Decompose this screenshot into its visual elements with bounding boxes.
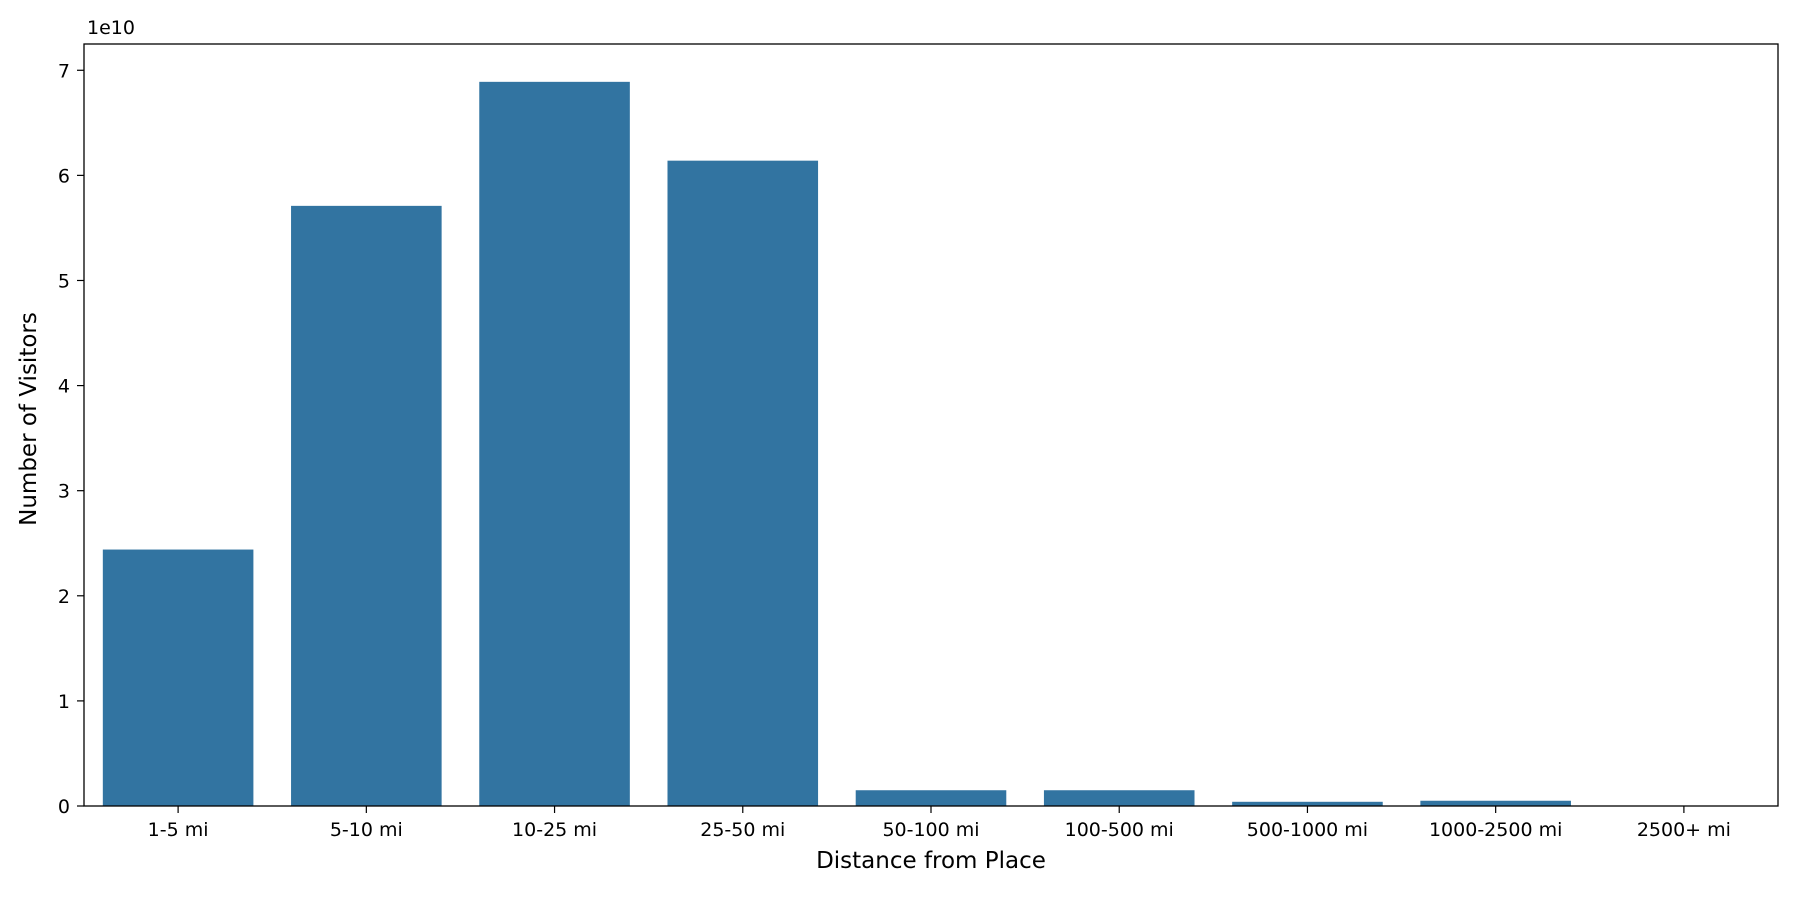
x-tick-label: 25-50 mi <box>700 819 785 841</box>
x-tick-label: 100-500 mi <box>1065 819 1174 841</box>
x-tick-label: 1000-2500 mi <box>1429 819 1562 841</box>
y-tick-label: 3 <box>58 481 70 503</box>
y-ticks-layer: 0 1 2 3 4 5 6 7 <box>58 60 84 818</box>
bar-7 <box>1420 800 1571 806</box>
y-tick-label: 0 <box>58 796 70 818</box>
bar-1 <box>291 205 442 806</box>
plot-frame <box>83 43 1779 807</box>
y-tick-label: 6 <box>58 165 70 187</box>
bar-5 <box>1043 790 1195 806</box>
y-tick-label: 2 <box>58 586 70 608</box>
y-tick-label: 7 <box>58 60 70 82</box>
x-tick-label: 5-10 mi <box>330 819 403 841</box>
bars-layer <box>102 81 1571 807</box>
bar-6 <box>1232 801 1383 806</box>
bar-4 <box>855 790 1007 806</box>
x-tick-label: 500-1000 mi <box>1247 819 1368 841</box>
bar-0 <box>102 549 254 806</box>
bar-3 <box>667 160 819 807</box>
y-offset-label: 1e10 <box>87 17 135 39</box>
y-tick-label: 1 <box>58 691 70 713</box>
bar-2 <box>479 81 630 807</box>
x-axis-title: Distance from Place <box>816 848 1046 874</box>
x-tick-label: 2500+ mi <box>1637 819 1731 841</box>
x-tick-label: 10-25 mi <box>512 819 597 841</box>
y-tick-label: 5 <box>58 270 70 292</box>
x-tick-label: 50-100 mi <box>882 819 979 841</box>
x-tick-label: 1-5 mi <box>148 819 209 841</box>
y-tick-label: 4 <box>58 376 70 398</box>
y-axis-title: Number of Visitors <box>16 312 42 526</box>
x-ticks-layer: 1-5 mi 5-10 mi 10-25 mi 25-50 mi 50-100 mi 10… <box>148 806 1731 841</box>
